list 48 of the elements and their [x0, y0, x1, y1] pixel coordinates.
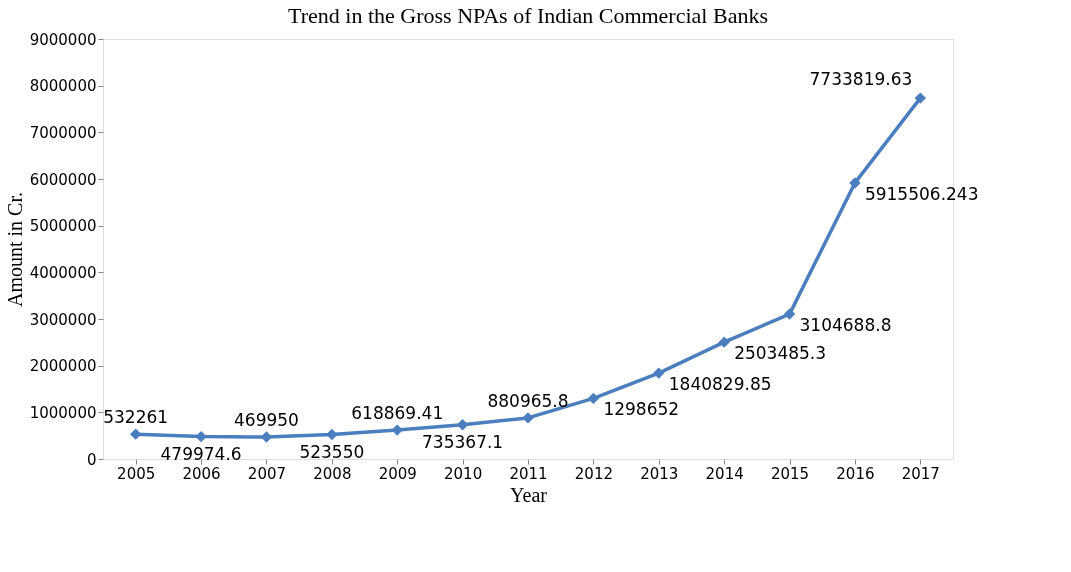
x-tick-label: 2008 — [313, 464, 352, 483]
y-tick-label: 7000000 — [29, 123, 97, 142]
data-label: 7733819.63 — [809, 69, 913, 90]
data-label: 880965.8 — [487, 390, 569, 411]
x-tick-label: 2013 — [640, 464, 679, 483]
x-tick-label: 2017 — [901, 464, 940, 483]
y-axis-title: Amount in Cr. — [3, 191, 26, 308]
x-tick-label: 2010 — [444, 464, 483, 483]
point — [326, 428, 338, 441]
x-tick-label: 2009 — [378, 464, 417, 483]
y-tick-label: 8000000 — [29, 77, 97, 96]
chart-title: Trend in the Gross NPAs of Indian Commercial Banks — [288, 3, 768, 28]
x-tick-label: 2007 — [247, 464, 287, 483]
x-axis-title: Year — [510, 483, 548, 506]
data-label: 479974.6 — [160, 443, 242, 464]
point — [522, 412, 534, 424]
point — [783, 308, 796, 320]
data-label: 5915506.243 — [864, 183, 979, 204]
point — [653, 367, 665, 379]
x-tick-label: 2012 — [574, 464, 613, 483]
data-label: 735367.1 — [422, 431, 504, 452]
y-tick-label: 4000000 — [29, 263, 97, 282]
data-label: 3104688.8 — [799, 315, 892, 336]
data-label: 2503485.3 — [734, 343, 827, 364]
point — [391, 424, 403, 436]
point — [849, 177, 861, 189]
y-tick-label: 5000000 — [29, 217, 97, 236]
x-tick-label: 2006 — [182, 464, 221, 483]
y-tick-label: 9000000 — [29, 30, 97, 49]
x-tick-label: 2015 — [770, 464, 810, 483]
y-tick-label: 1000000 — [29, 403, 97, 422]
data-label: 1840829.85 — [668, 374, 772, 395]
x-tick-label: 2014 — [705, 464, 744, 483]
data-label: 469950 — [234, 410, 299, 431]
x-tick-label: 2005 — [117, 464, 156, 483]
x-tick-label: 2016 — [836, 464, 875, 483]
data-label: 1298652 — [603, 399, 680, 420]
y-tick-label: 6000000 — [29, 170, 97, 189]
point — [587, 392, 600, 405]
data-label: 532261 — [103, 407, 169, 428]
data-label: 523550 — [299, 441, 365, 462]
y-tick-label: 3000000 — [29, 310, 97, 329]
y-tick-label: 0 — [86, 450, 97, 469]
point — [914, 92, 927, 104]
data-label: 618869.41 — [351, 403, 444, 424]
y-tick-label: 2000000 — [29, 357, 97, 376]
point — [718, 336, 730, 348]
x-tick-label: 2011 — [509, 464, 548, 483]
